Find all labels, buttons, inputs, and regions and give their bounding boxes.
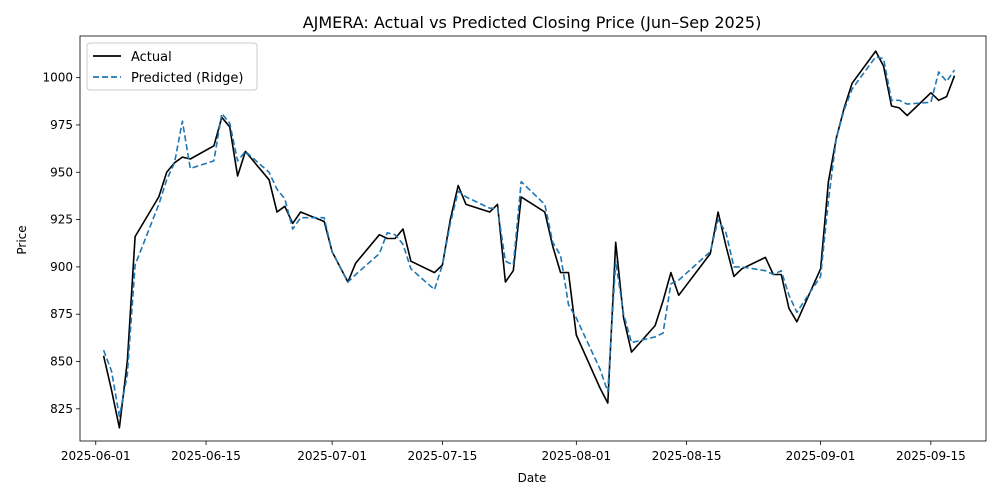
x-tick-label: 2025-08-15 — [652, 449, 722, 463]
x-tick-label: 2025-08-01 — [541, 449, 611, 463]
legend-label-actual: Actual — [131, 50, 172, 65]
y-tick-label: 950 — [50, 165, 73, 179]
series-layer — [102, 50, 956, 429]
y-tick-label: 850 — [50, 355, 73, 369]
x-tick-label: 2025-07-15 — [408, 449, 478, 463]
plot-area — [80, 36, 986, 441]
x-tick-label: 2025-07-01 — [297, 449, 367, 463]
legend-box — [86, 42, 258, 91]
y-tick-label: 875 — [50, 307, 73, 321]
legend: Actual Predicted (Ridge) — [86, 42, 258, 91]
series-line-actual — [102, 50, 956, 429]
y-tick-label: 925 — [50, 213, 73, 227]
y-axis-label: Price — [15, 225, 29, 254]
x-axis-ticks: 2025-06-01 2025-06-15 2025-07-01 2025-07-15… — [61, 441, 966, 463]
y-tick-label: 825 — [50, 402, 73, 416]
y-tick-label: 975 — [50, 118, 73, 132]
x-tick-label: 2025-09-01 — [786, 449, 856, 463]
x-tick-label: 2025-06-01 — [61, 449, 131, 463]
x-tick-label: 2025-06-15 — [171, 449, 241, 463]
x-axis-label: Date — [518, 471, 547, 485]
series-line-predicted — [102, 55, 956, 418]
x-tick-label: 2025-09-15 — [896, 449, 966, 463]
plot-border — [79, 35, 987, 442]
chart-title: AJMERA: Actual vs Predicted Closing Pric… — [303, 13, 762, 32]
y-axis-ticks: 825 850 875 900 925 950 975 1000 — [42, 71, 80, 416]
y-tick-label: 900 — [50, 260, 73, 274]
y-tick-label: 1000 — [42, 71, 73, 85]
legend-label-predicted: Predicted (Ridge) — [131, 71, 243, 86]
